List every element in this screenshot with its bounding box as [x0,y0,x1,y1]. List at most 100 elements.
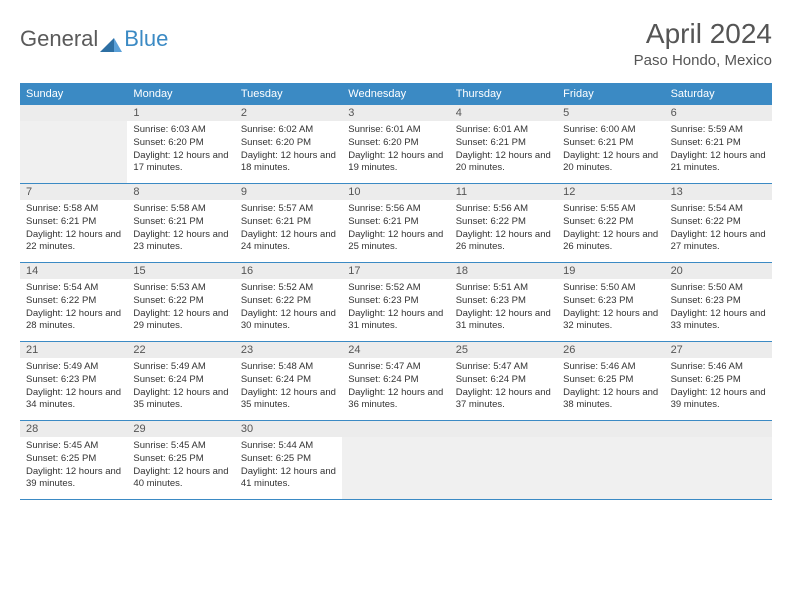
month-title: April 2024 [634,18,772,50]
sunrise-line: Sunrise: 5:52 AM [348,282,443,295]
day-number: 26 [557,342,664,358]
day-cell: 22Sunrise: 5:49 AMSunset: 6:24 PMDayligh… [127,342,234,420]
day-number: 8 [127,184,234,200]
day-number: 2 [235,105,342,121]
daylight-line: Daylight: 12 hours and 38 minutes. [563,387,658,413]
day-number: 7 [20,184,127,200]
sunrise-line: Sunrise: 5:52 AM [241,282,336,295]
day-header-tuesday: Tuesday [235,83,342,105]
sunrise-line: Sunrise: 5:56 AM [456,203,551,216]
day-number: 18 [450,263,557,279]
sunset-line: Sunset: 6:23 PM [456,295,551,308]
sunset-line: Sunset: 6:24 PM [241,374,336,387]
sunset-line: Sunset: 6:25 PM [26,453,121,466]
sunrise-line: Sunrise: 6:03 AM [133,124,228,137]
day-cell: 8Sunrise: 5:58 AMSunset: 6:21 PMDaylight… [127,184,234,262]
day-cell: 19Sunrise: 5:50 AMSunset: 6:23 PMDayligh… [557,263,664,341]
day-details: Sunrise: 5:47 AMSunset: 6:24 PMDaylight:… [342,358,449,417]
day-details: Sunrise: 5:54 AMSunset: 6:22 PMDaylight:… [665,200,772,259]
sunset-line: Sunset: 6:21 PM [133,216,228,229]
week-row: 14Sunrise: 5:54 AMSunset: 6:22 PMDayligh… [20,263,772,342]
sunrise-line: Sunrise: 5:50 AM [563,282,658,295]
day-cell: 23Sunrise: 5:48 AMSunset: 6:24 PMDayligh… [235,342,342,420]
day-details: Sunrise: 5:50 AMSunset: 6:23 PMDaylight:… [665,279,772,338]
sunset-line: Sunset: 6:23 PM [26,374,121,387]
day-number: 27 [665,342,772,358]
day-header-friday: Friday [557,83,664,105]
day-cell: 6Sunrise: 5:59 AMSunset: 6:21 PMDaylight… [665,105,772,183]
day-number: 10 [342,184,449,200]
day-number: 3 [342,105,449,121]
day-cell: 12Sunrise: 5:55 AMSunset: 6:22 PMDayligh… [557,184,664,262]
day-number: 21 [20,342,127,358]
empty-cell [665,421,772,499]
daylight-line: Daylight: 12 hours and 27 minutes. [671,229,766,255]
sunrise-line: Sunrise: 5:54 AM [26,282,121,295]
sunset-line: Sunset: 6:21 PM [26,216,121,229]
sunrise-line: Sunrise: 5:58 AM [26,203,121,216]
day-details: Sunrise: 5:59 AMSunset: 6:21 PMDaylight:… [665,121,772,180]
sunset-line: Sunset: 6:25 PM [241,453,336,466]
day-number: 23 [235,342,342,358]
day-cell: 28Sunrise: 5:45 AMSunset: 6:25 PMDayligh… [20,421,127,499]
sunrise-line: Sunrise: 5:45 AM [133,440,228,453]
day-details: Sunrise: 5:47 AMSunset: 6:24 PMDaylight:… [450,358,557,417]
day-details: Sunrise: 5:56 AMSunset: 6:21 PMDaylight:… [342,200,449,259]
day-header-wednesday: Wednesday [342,83,449,105]
sunrise-line: Sunrise: 5:46 AM [563,361,658,374]
day-details: Sunrise: 5:46 AMSunset: 6:25 PMDaylight:… [557,358,664,417]
sunset-line: Sunset: 6:21 PM [671,137,766,150]
sunset-line: Sunset: 6:22 PM [26,295,121,308]
sunset-line: Sunset: 6:23 PM [671,295,766,308]
daylight-line: Daylight: 12 hours and 30 minutes. [241,308,336,334]
day-cell: 26Sunrise: 5:46 AMSunset: 6:25 PMDayligh… [557,342,664,420]
sunset-line: Sunset: 6:25 PM [133,453,228,466]
daylight-line: Daylight: 12 hours and 26 minutes. [456,229,551,255]
day-cell: 17Sunrise: 5:52 AMSunset: 6:23 PMDayligh… [342,263,449,341]
header: General Blue April 2024 Paso Hondo, Mexi… [20,18,772,69]
day-number: 24 [342,342,449,358]
week-row: 21Sunrise: 5:49 AMSunset: 6:23 PMDayligh… [20,342,772,421]
daylight-line: Daylight: 12 hours and 20 minutes. [456,150,551,176]
sunset-line: Sunset: 6:23 PM [348,295,443,308]
day-details: Sunrise: 5:45 AMSunset: 6:25 PMDaylight:… [127,437,234,496]
sunset-line: Sunset: 6:21 PM [348,216,443,229]
sunset-line: Sunset: 6:22 PM [456,216,551,229]
day-cell: 5Sunrise: 6:00 AMSunset: 6:21 PMDaylight… [557,105,664,183]
day-cell: 13Sunrise: 5:54 AMSunset: 6:22 PMDayligh… [665,184,772,262]
sunset-line: Sunset: 6:21 PM [456,137,551,150]
sunset-line: Sunset: 6:24 PM [348,374,443,387]
sunset-line: Sunset: 6:23 PM [563,295,658,308]
day-number: 25 [450,342,557,358]
day-details: Sunrise: 5:52 AMSunset: 6:22 PMDaylight:… [235,279,342,338]
day-details: Sunrise: 5:58 AMSunset: 6:21 PMDaylight:… [127,200,234,259]
daylight-line: Daylight: 12 hours and 19 minutes. [348,150,443,176]
daylight-line: Daylight: 12 hours and 39 minutes. [26,466,121,492]
sunset-line: Sunset: 6:25 PM [671,374,766,387]
day-number: 14 [20,263,127,279]
sunrise-line: Sunrise: 5:47 AM [348,361,443,374]
daylight-line: Daylight: 12 hours and 40 minutes. [133,466,228,492]
sunset-line: Sunset: 6:25 PM [563,374,658,387]
daylight-line: Daylight: 12 hours and 23 minutes. [133,229,228,255]
daylight-line: Daylight: 12 hours and 17 minutes. [133,150,228,176]
day-number: 22 [127,342,234,358]
day-details: Sunrise: 5:50 AMSunset: 6:23 PMDaylight:… [557,279,664,338]
day-cell: 11Sunrise: 5:56 AMSunset: 6:22 PMDayligh… [450,184,557,262]
day-header-thursday: Thursday [450,83,557,105]
day-details: Sunrise: 6:01 AMSunset: 6:20 PMDaylight:… [342,121,449,180]
daylight-line: Daylight: 12 hours and 36 minutes. [348,387,443,413]
day-number: 20 [665,263,772,279]
daylight-line: Daylight: 12 hours and 26 minutes. [563,229,658,255]
sunset-line: Sunset: 6:22 PM [133,295,228,308]
sunrise-line: Sunrise: 5:58 AM [133,203,228,216]
day-cell: 15Sunrise: 5:53 AMSunset: 6:22 PMDayligh… [127,263,234,341]
sunrise-line: Sunrise: 5:46 AM [671,361,766,374]
day-number: 19 [557,263,664,279]
day-details: Sunrise: 5:58 AMSunset: 6:21 PMDaylight:… [20,200,127,259]
day-cell: 29Sunrise: 5:45 AMSunset: 6:25 PMDayligh… [127,421,234,499]
day-details: Sunrise: 5:46 AMSunset: 6:25 PMDaylight:… [665,358,772,417]
sunrise-line: Sunrise: 5:44 AM [241,440,336,453]
empty-cell [20,105,127,183]
sunrise-line: Sunrise: 5:56 AM [348,203,443,216]
